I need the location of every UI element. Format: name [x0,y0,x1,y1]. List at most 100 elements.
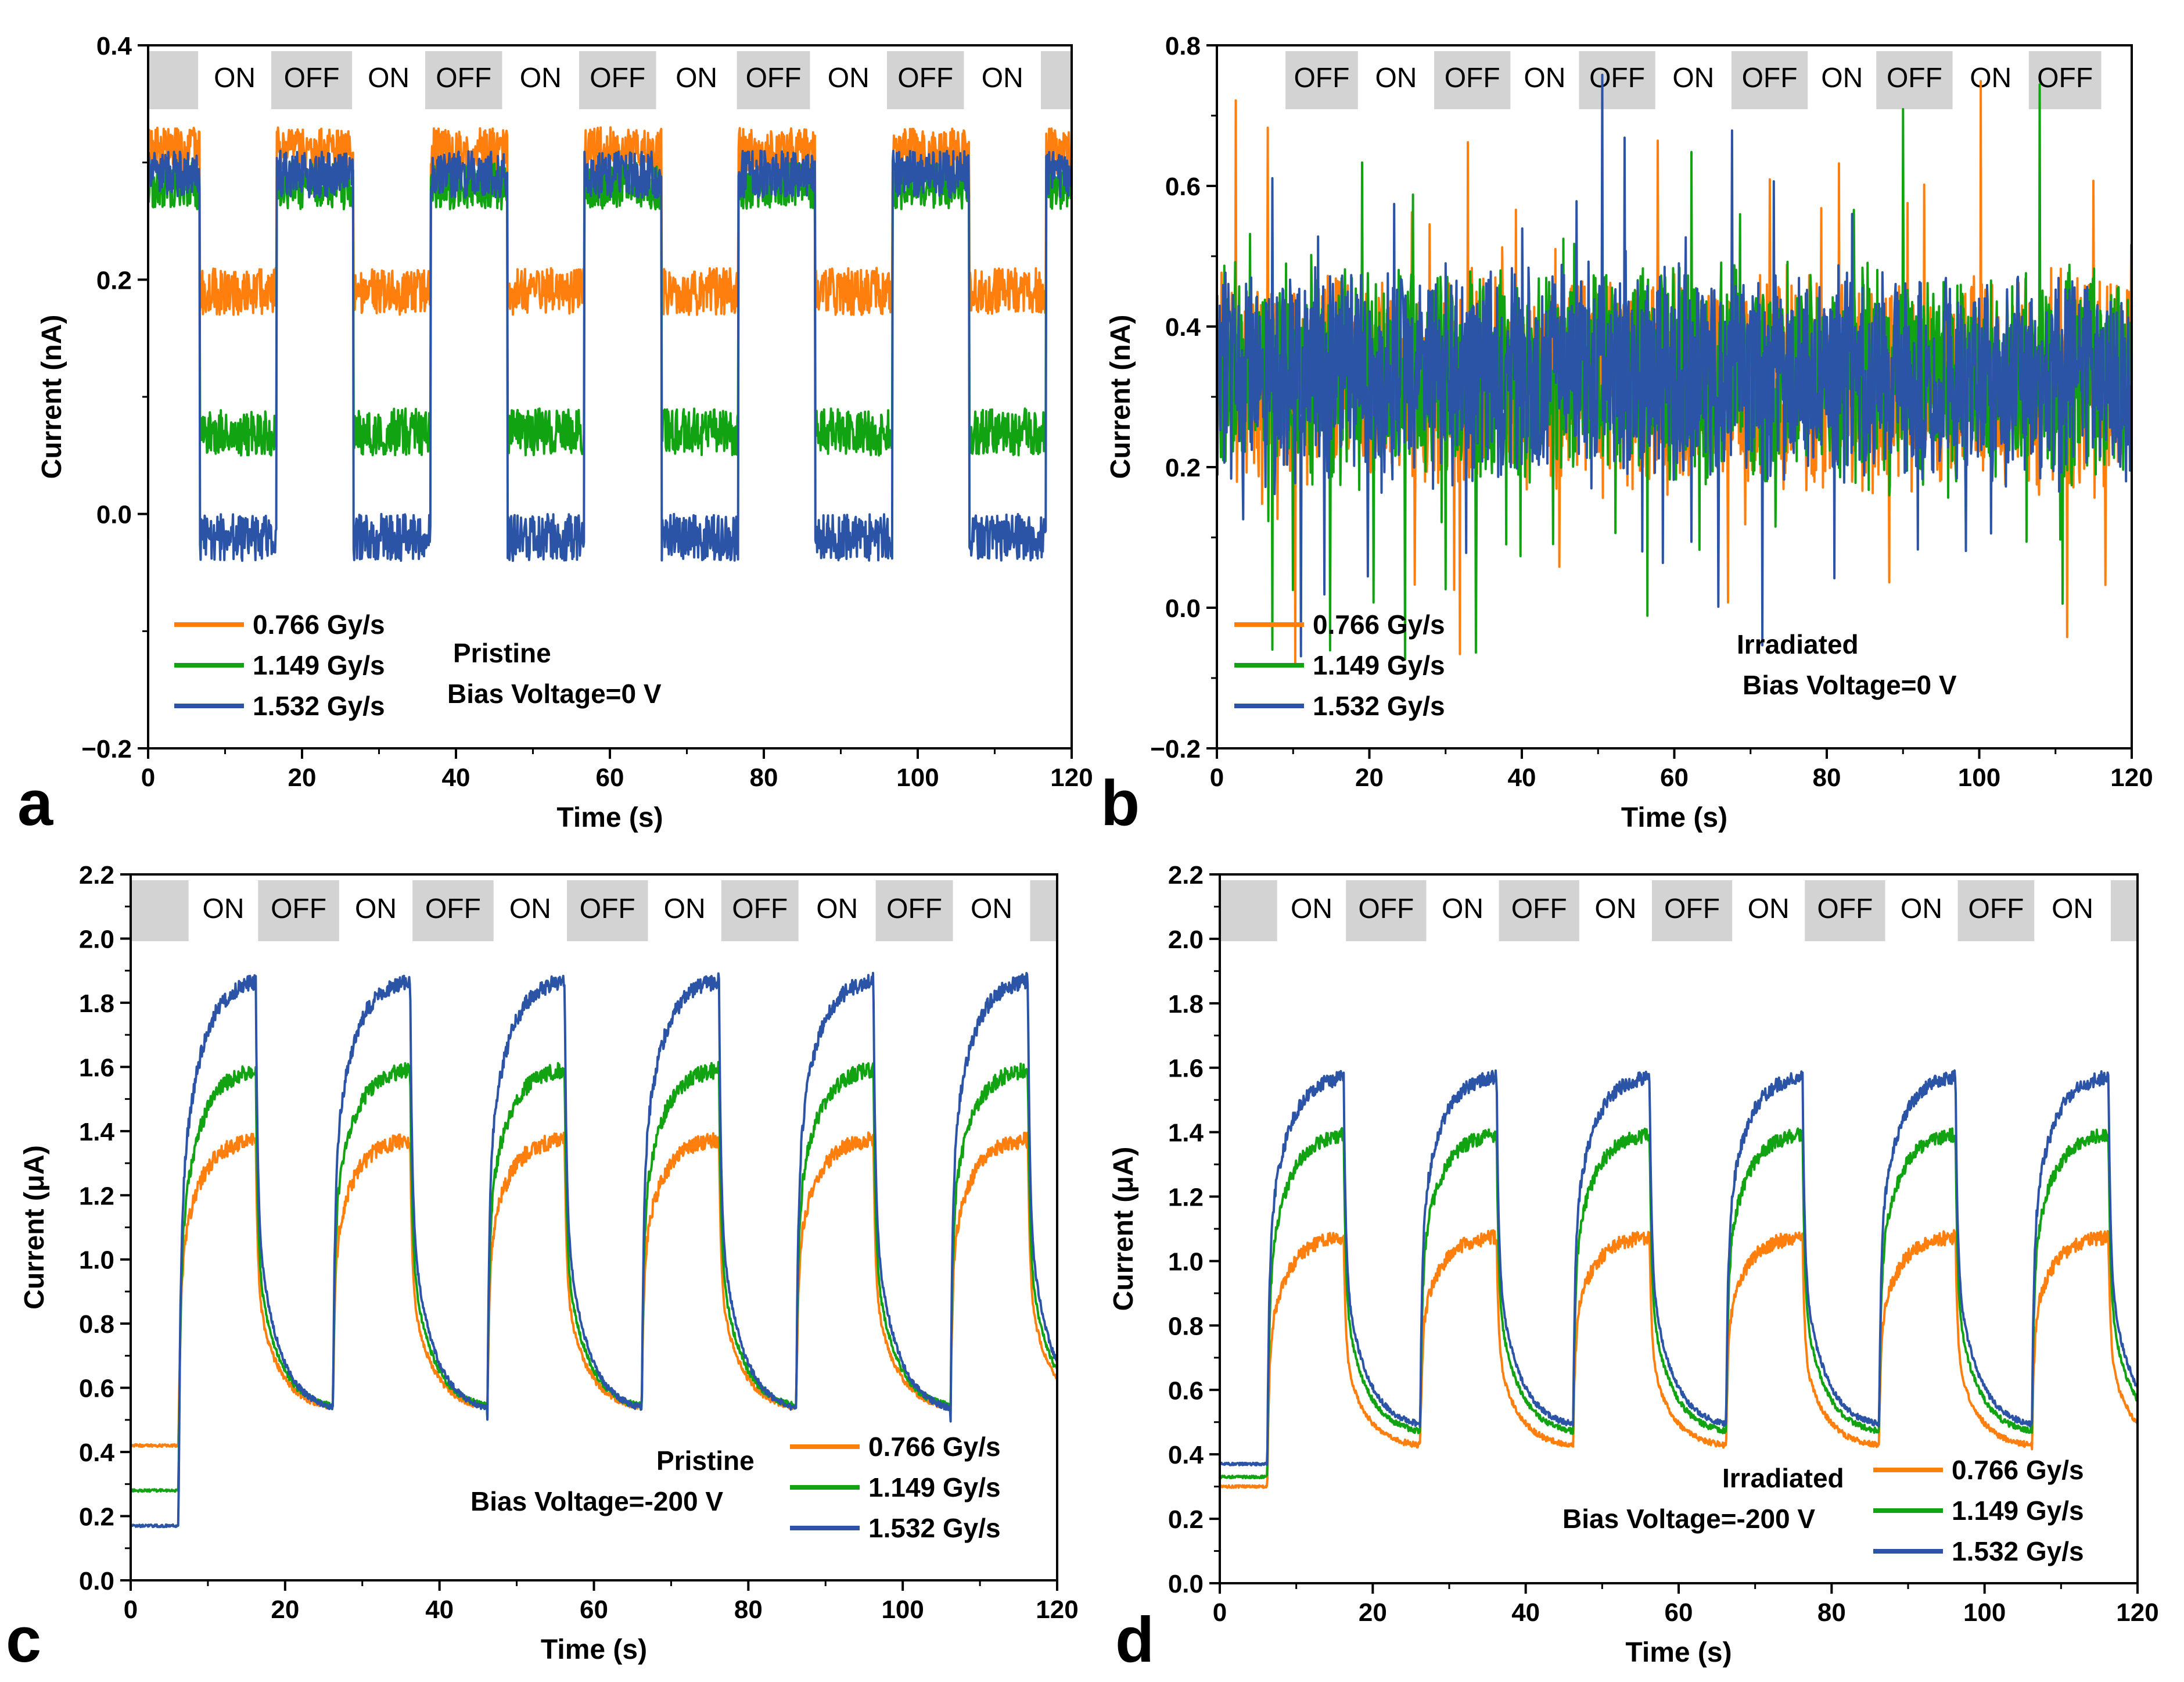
band-label-off: OFF [1445,63,1500,94]
bias-voltage-label: Bias Voltage=-200 V [470,1486,723,1516]
band-label-on: ON [816,894,858,924]
band-label-on: ON [1291,894,1332,924]
band-label-on: ON [982,63,1023,94]
band-shade [1957,880,2035,941]
band-label-off: OFF [886,894,942,924]
x-tick-label: 120 [1036,1595,1078,1624]
x-tick-label: 20 [288,763,317,792]
legend-label: 1.149 Gy/s [253,650,385,680]
band-label-on: ON [664,894,706,924]
panel-letter: d [1115,1604,1154,1676]
x-tick-label: 40 [1511,1598,1540,1627]
band-shade [1434,51,1511,109]
band-label-on: ON [355,894,397,924]
x-tick-label: 120 [1050,763,1093,792]
legend-label: 1.532 Gy/s [1952,1536,2084,1566]
x-tick-label: 80 [1813,763,1841,792]
y-axis-label: Current (nA) [37,315,67,479]
band-shade [875,880,953,941]
series-line-1-149-Gy-s [1220,1127,2138,1480]
series-line-1-149-Gy-s [131,1061,1057,1493]
panel-letter: c [6,1604,41,1676]
y-tick-label: 1.6 [79,1053,114,1082]
series-line-0-766-Gy-s [131,1131,1057,1448]
panel-c: ON OFF ON OFF ON OFF ON OFF ON OFF ON 0 20 40 60 80 100 1… [6,861,1079,1676]
sample-state-label: Pristine [453,638,551,668]
band-shade [131,880,189,941]
annotations: Irradiated Bias Voltage=-200 V [1562,1463,1844,1534]
band-shade [425,51,502,109]
y-tick-label: 1.6 [1168,1055,1204,1083]
series-line-1-532-Gy-s [1217,73,2132,658]
sample-state-label: Pristine [656,1446,755,1476]
band-shade [579,51,656,109]
y-tick-label: 0.6 [1165,173,1201,201]
band-label-on: ON [1748,894,1790,924]
y-axis-label: Current (nA) [1105,315,1136,479]
band-label-off: OFF [590,63,645,94]
band-shade [1030,880,1057,941]
x-tick-label: 40 [1508,763,1536,792]
x-tick-label: 80 [1817,1598,1846,1627]
band-shade [566,880,648,941]
x-tick-label: 120 [2110,763,2153,792]
y-axis-label: Current (μA) [1108,1147,1139,1311]
band-label-on: ON [214,63,256,94]
y-tick-label: 0.2 [1165,454,1201,482]
band-shade [2110,880,2138,941]
x-tick-label: 60 [596,763,624,792]
sample-state-label: Irradiated [1722,1463,1844,1493]
x-tick-label: 60 [580,1595,608,1624]
x-tick-label: 60 [1660,763,1689,792]
y-tick-label: 2.0 [1168,926,1204,954]
band-shade [887,51,964,109]
bias-voltage-label: Bias Voltage=0 V [1743,670,1957,700]
panel-letter: b [1101,768,1140,839]
annotations: Pristine Bias Voltage=0 V [447,638,662,709]
band-label-off: OFF [580,894,635,924]
band-label-off: OFF [1589,63,1645,94]
band-label-on: ON [676,63,717,94]
legend-label: 1.149 Gy/s [1952,1495,2084,1526]
y-tick-label: 1.4 [79,1118,115,1146]
band-shade [1579,51,1655,109]
band-label-off: OFF [897,63,953,94]
x-tick-label: 20 [271,1595,299,1624]
band-label-off: OFF [1511,894,1567,924]
y-tick-label: −0.2 [1150,735,1201,763]
band-label-on: ON [828,63,870,94]
bias-voltage-label: Bias Voltage=0 V [447,679,662,709]
band-label-off: OFF [2037,63,2093,94]
y-tick-label: 0.2 [1168,1505,1204,1534]
legend-label: 0.766 Gy/s [1952,1455,2084,1485]
band-label-on: ON [509,894,551,924]
band-label-on: ON [1524,63,1565,94]
band-label-off: OFF [284,63,340,94]
legend: 0.766 Gy/s 1.149 Gy/s 1.532 Gy/s [790,1432,1001,1543]
y-tick-label: 2.2 [1168,861,1204,890]
legend-label: 1.149 Gy/s [868,1472,1001,1502]
legend: 0.766 Gy/s 1.149 Gy/s 1.532 Gy/s [1234,609,1445,721]
x-tick-label: 80 [734,1595,763,1624]
x-tick-label: 0 [1213,1598,1227,1627]
band-shade [1651,880,1733,941]
band-shade [258,880,339,941]
x-axis-label: Time (s) [1625,1637,1732,1668]
y-tick-label: 0.4 [1168,1441,1204,1469]
series-lines [148,126,1072,562]
panel-a: ON OFF ON OFF ON OFF ON OFF ON OFF ON 0 20 40 60 80 100 1… [17,32,1093,839]
band-shade [1805,880,1885,941]
series-line-1-532-Gy-s [148,149,1072,562]
band-label-off: OFF [1742,63,1798,94]
band-label-off: OFF [425,894,481,924]
y-tick-label: 1.4 [1168,1119,1204,1147]
series-line-1-532-Gy-s [1220,1069,2138,1466]
band-label-off: OFF [271,894,326,924]
y-tick-label: 0.0 [1168,1570,1204,1598]
y-tick-label: 0.6 [79,1375,114,1403]
band-label-off: OFF [1294,63,1349,94]
panel-d: ON OFF ON OFF ON OFF ON OFF ON OFF ON 0 20 40 60 80 100 1… [1108,861,2159,1676]
y-tick-label: −0.2 [81,735,132,763]
band-label-on: ON [971,894,1012,924]
x-tick-label: 100 [1963,1598,2006,1627]
